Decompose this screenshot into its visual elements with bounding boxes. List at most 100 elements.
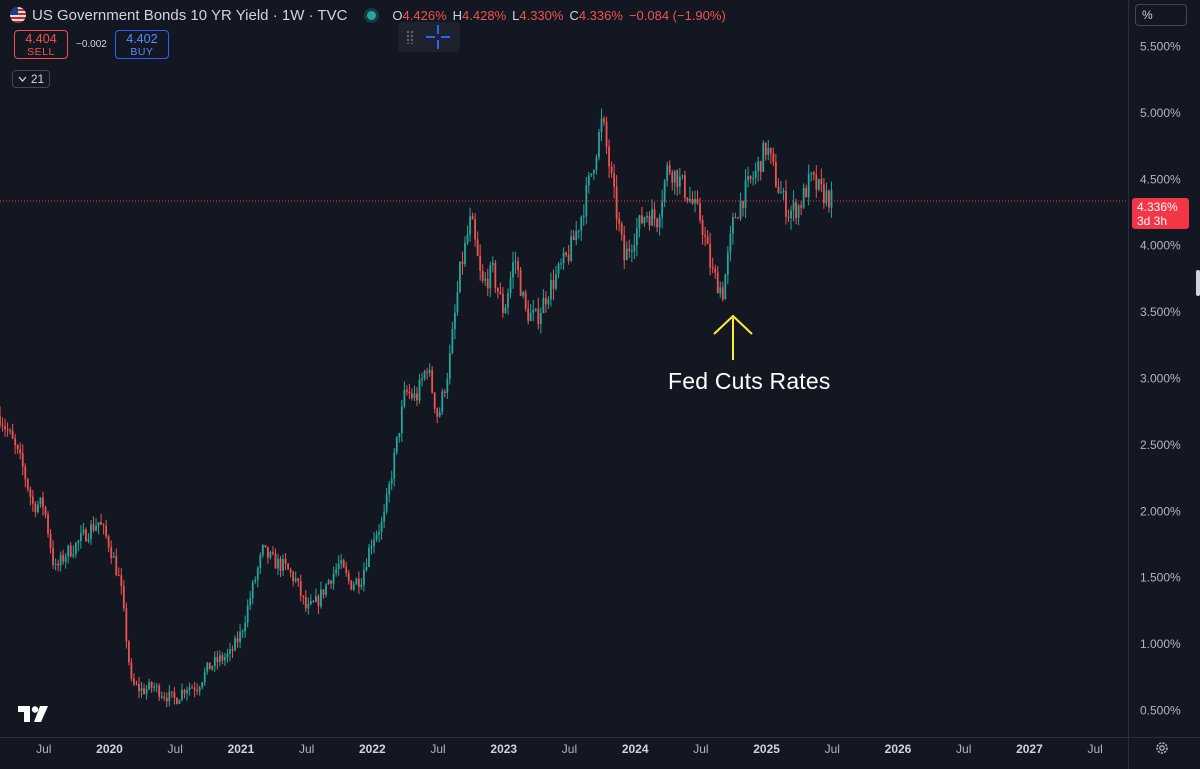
y-tick-label: 3.500% <box>1140 305 1181 319</box>
scrollbar-handle[interactable] <box>1196 270 1200 296</box>
candle-body <box>226 653 229 658</box>
time-axis: Jul 2020 Jul 2021 Jul 2022 Jul 2023 Jul 2024 Jul 20… <box>36 742 1103 756</box>
candle-body <box>165 698 168 702</box>
candle-body <box>777 186 780 193</box>
candle-body <box>375 534 378 540</box>
candle-body <box>69 545 72 557</box>
candle-body <box>77 540 80 544</box>
candle-body <box>19 449 22 454</box>
candle-body <box>780 192 782 194</box>
candle-body <box>633 245 636 251</box>
candle-body <box>815 174 818 190</box>
sell-label: SELL <box>27 46 55 58</box>
candle-body <box>565 252 568 255</box>
candle-body <box>711 267 714 269</box>
candle-body <box>259 555 262 569</box>
buy-price: 4.402 <box>126 32 158 46</box>
ohlc-low: L4.330% <box>512 7 564 23</box>
candle-body <box>555 274 557 289</box>
candle-body <box>623 234 626 261</box>
candle-body <box>4 426 6 430</box>
settings-gear-icon[interactable] <box>1154 740 1170 756</box>
y-tick-label: 4.500% <box>1140 172 1181 186</box>
candle-body <box>383 511 386 522</box>
candle-body <box>615 186 618 219</box>
candle-body <box>471 216 474 220</box>
candle-body <box>504 307 507 314</box>
candle-body <box>673 170 676 183</box>
x-tick-label: Jul <box>299 742 314 756</box>
candle-body <box>224 657 226 661</box>
buy-button[interactable]: 4.402 BUY <box>114 30 169 59</box>
floating-toolbar[interactable] <box>398 22 460 52</box>
candle-body <box>357 578 360 587</box>
candle-body <box>340 560 343 564</box>
candle-body <box>668 165 671 173</box>
candle-body <box>57 563 60 566</box>
candle-body <box>203 671 206 683</box>
candle-body <box>297 578 300 582</box>
symbol-title[interactable]: US Government Bonds 10 YR Yield · 1W · T… <box>32 6 348 24</box>
annotation-text[interactable]: Fed Cuts Rates <box>668 368 831 394</box>
candle-body <box>173 692 176 699</box>
market-status-icon[interactable] <box>367 10 377 20</box>
us-flag-icon <box>10 7 26 23</box>
candle-body <box>163 696 166 699</box>
candle-body <box>608 146 610 167</box>
candle-body <box>676 170 679 187</box>
candle-body <box>532 309 535 313</box>
candle-body <box>241 631 244 633</box>
x-tick-label: 2023 <box>490 742 517 756</box>
candle-body <box>805 187 808 198</box>
candle-body <box>120 575 123 587</box>
crosshair-icon[interactable] <box>426 25 450 49</box>
tradingview-logo-icon[interactable] <box>18 706 48 722</box>
candle-body <box>363 569 365 585</box>
candle-body <box>464 242 466 265</box>
candle-body <box>802 187 805 208</box>
candle-body <box>454 312 456 330</box>
scale-mode-button[interactable]: % <box>1135 4 1187 26</box>
candle-body <box>206 662 209 672</box>
candle-body <box>661 201 664 218</box>
candle-body <box>155 685 158 687</box>
candle-body <box>393 452 396 479</box>
candle-body <box>130 662 133 679</box>
candle-body <box>186 689 188 694</box>
candle-body <box>274 553 277 569</box>
candle-body <box>785 190 787 217</box>
indicators-toggle-button[interactable]: 21 <box>12 70 50 88</box>
candle-body <box>527 308 530 321</box>
candle-body <box>421 378 423 380</box>
candle-body <box>181 690 183 700</box>
candle-body <box>782 190 785 193</box>
candle-body <box>456 291 459 313</box>
candle-body <box>800 205 803 208</box>
candle-body <box>749 176 752 180</box>
candle-body <box>807 173 810 198</box>
sell-button[interactable]: 4.404 SELL <box>14 30 68 59</box>
candle-body <box>570 236 573 261</box>
candle-body <box>724 274 727 300</box>
candle-body <box>143 688 145 694</box>
candle-body <box>433 392 436 409</box>
candle-body <box>256 568 259 580</box>
ohlc-change: −0.084 (−1.90%) <box>628 7 726 23</box>
candle-body <box>97 522 100 527</box>
candle-body <box>292 572 295 582</box>
x-tick-label: Jul <box>430 742 445 756</box>
candle-body <box>479 255 482 271</box>
candle-body <box>405 389 408 392</box>
candle-body <box>441 391 444 412</box>
candle-body <box>721 287 724 300</box>
candle-body <box>762 142 765 172</box>
drag-handle-icon[interactable] <box>406 30 414 44</box>
candle-body <box>534 308 537 310</box>
annotation-arrow[interactable] <box>713 314 753 360</box>
candle-body <box>183 690 186 694</box>
candle-body <box>517 261 519 271</box>
candle-body <box>822 184 825 204</box>
candle-body <box>451 329 454 354</box>
candle-body <box>21 453 24 467</box>
